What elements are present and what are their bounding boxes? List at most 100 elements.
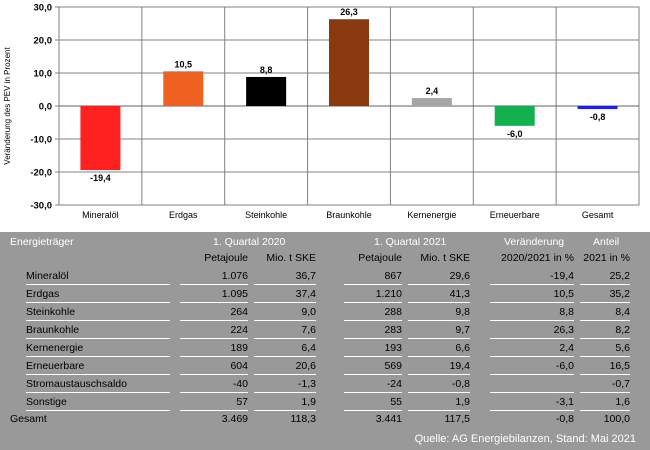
sub-header-pj-2021: Petajoule: [358, 252, 402, 264]
row-divider: [580, 284, 630, 285]
row-divider: [490, 392, 574, 393]
bar-value-label: 2,4: [426, 86, 439, 96]
row-divider: [26, 374, 170, 375]
row-divider: [180, 356, 248, 357]
y-tick-label: 20,0: [34, 36, 53, 47]
cell-ske20: -1,3: [297, 378, 316, 390]
x-tick-label: Kernenergie: [407, 210, 456, 220]
cell-ske20: 1,9: [301, 396, 316, 408]
cell-chg: 10,5: [553, 288, 574, 300]
cell-ske21: 9,8: [455, 306, 470, 318]
row-label: Sonstige: [26, 396, 67, 408]
row-divider: [490, 356, 574, 357]
cell-pj21: 193: [384, 342, 402, 354]
total-ske-2021: 117,5: [444, 413, 471, 425]
bar-4: [329, 19, 369, 106]
cell-pj20: 604: [230, 360, 248, 372]
row-divider: [254, 356, 316, 357]
cell-chg: -19,4: [550, 270, 574, 282]
row-divider: [254, 338, 316, 339]
row-divider: [580, 338, 630, 339]
row-label: Steinkohle: [26, 306, 76, 318]
row-divider: [408, 374, 470, 375]
row-divider: [408, 410, 470, 411]
row-label: Kernenergie: [26, 342, 84, 354]
x-tick-label: Steinkohle: [245, 210, 287, 220]
cell-share: 25,2: [609, 270, 630, 282]
cell-pj21: 288: [384, 306, 402, 318]
cell-pj20: 224: [230, 324, 248, 336]
y-axis-title: Veränderung des PEV in Prozent: [3, 47, 12, 165]
x-tick-label: Braunkohle: [326, 210, 372, 220]
row-divider: [490, 338, 574, 339]
row-divider: [254, 374, 316, 375]
table-row: Kernenergie 189 6,4 193 6,6 2,4 5,6: [0, 339, 650, 357]
row-divider: [408, 356, 470, 357]
sub-header-share: 2021 in %: [583, 252, 630, 264]
cell-share: 8,2: [615, 324, 630, 336]
cell-share: 16,5: [609, 360, 630, 372]
table-row: Mineralöl 1.076 36,7 867 29,6 -19,4 25,2: [0, 267, 650, 285]
row-divider: [344, 338, 402, 339]
row-divider: [490, 410, 574, 411]
header-energy: Energieträger: [10, 236, 74, 248]
cell-share: -0,7: [611, 378, 630, 390]
cell-ske21: 1,9: [455, 396, 470, 408]
bar-value-label: -19,4: [90, 173, 111, 183]
cell-pj20: 1.076: [221, 270, 248, 282]
cell-chg: -6,0: [555, 360, 574, 372]
cell-pj21: 283: [384, 324, 402, 336]
row-divider: [408, 338, 470, 339]
row-divider: [408, 302, 470, 303]
row-divider: [580, 392, 630, 393]
row-divider: [26, 392, 170, 393]
x-tick-label: Mineralöl: [82, 210, 119, 220]
row-label: Erneuerbare: [26, 360, 85, 372]
row-divider: [344, 284, 402, 285]
total-pj-2020: 3.469: [221, 413, 248, 425]
row-divider: [26, 356, 170, 357]
total-ske-2020: 118,3: [290, 413, 317, 425]
cell-pj20: 57: [236, 396, 248, 408]
row-divider: [408, 320, 470, 321]
cell-ske21: -0,8: [451, 378, 470, 390]
header-share: Anteil: [593, 236, 620, 248]
header-q1-2021: 1. Quartal 2021: [374, 236, 447, 248]
row-divider: [580, 302, 630, 303]
row-divider: [344, 410, 402, 411]
bar-5: [411, 98, 452, 106]
x-tick-label: Erdgas: [169, 210, 198, 220]
cell-ske21: 29,6: [449, 270, 470, 282]
row-divider: [26, 320, 170, 321]
bar-value-label: 8,8: [260, 65, 273, 75]
cell-ske21: 19,4: [449, 360, 470, 372]
cell-pj21: 569: [384, 360, 402, 372]
sub-header-change: 2020/2021 in %: [501, 252, 574, 264]
x-tick-label: Erneuerbare: [490, 210, 540, 220]
row-label: Mineralöl: [26, 270, 69, 282]
row-divider: [344, 356, 402, 357]
cell-ske20: 9,0: [301, 306, 316, 318]
row-divider: [180, 338, 248, 339]
total-label: Gesamt: [10, 413, 47, 425]
sub-header-ske-2021: Mio. t SKE: [420, 252, 470, 264]
row-divider: [26, 284, 170, 285]
y-tick-label: -20,0: [30, 168, 52, 179]
cell-pj20: 264: [230, 306, 248, 318]
row-divider: [490, 320, 574, 321]
bar-value-label: -0,8: [590, 112, 606, 122]
row-divider: [26, 302, 170, 303]
table-row: Steinkohle 264 9,0 288 9,8 8,8 8,4: [0, 303, 650, 321]
x-tick-label: Gesamt: [582, 210, 614, 220]
sub-header-ske-2020: Mio. t SKE: [266, 252, 316, 264]
row-divider: [180, 284, 248, 285]
bar-value-label: 10,5: [175, 59, 193, 69]
cell-ske21: 41,3: [449, 288, 470, 300]
table-row: Stromaustauschsaldo -40 -1,3 -24 -0,8 -0,7: [0, 375, 650, 393]
row-divider: [580, 410, 630, 411]
bar-1: [80, 106, 121, 171]
cell-chg: 8,8: [559, 306, 574, 318]
cell-share: 5,6: [615, 342, 630, 354]
bar-chart: 30,0 20,0 10,0 0,0 -10,0 -20,0 -30,0 -19,4 Miner…: [3, 2, 640, 220]
cell-chg: 26,3: [553, 324, 574, 336]
